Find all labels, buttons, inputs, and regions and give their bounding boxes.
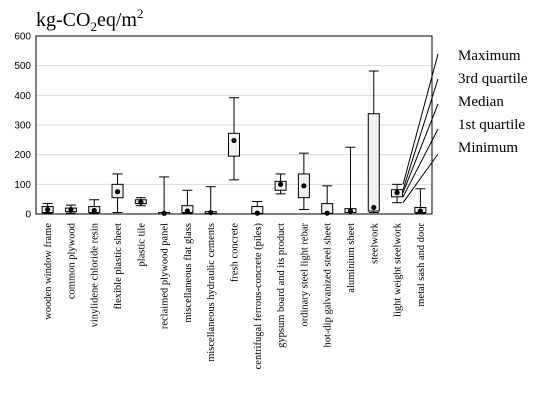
- median-dot: [394, 190, 400, 196]
- median-dot: [231, 137, 237, 144]
- legend: Maximum 3rd quartile Median 1st quartile Min…: [402, 48, 528, 204]
- legend-leader-line: [402, 153, 439, 204]
- box-14: [344, 146, 357, 215]
- median-dot: [277, 181, 284, 187]
- category-label: wooden window frame: [43, 223, 54, 320]
- median-dot: [45, 206, 51, 213]
- median-dot: [91, 207, 97, 214]
- legend-leader-line: [402, 78, 439, 190]
- legend-entry: 3rd quartile: [458, 71, 528, 87]
- box-4: [111, 173, 124, 214]
- unit-base: kg-CO: [36, 9, 90, 31]
- boxes: [41, 70, 427, 217]
- category-label: reclaimed plywood panel: [160, 223, 171, 329]
- category-label: ordinary steel light rebar: [299, 223, 310, 327]
- legend-leader-line: [402, 103, 439, 193]
- median-dot: [254, 210, 260, 216]
- legend-entry: Maximum: [458, 48, 521, 64]
- unit-sub: 2: [90, 19, 97, 34]
- category-label: gypsum board and its product: [276, 223, 287, 348]
- unit-mid: eq/m: [97, 9, 137, 31]
- iqr-box: [228, 132, 240, 157]
- y-tick-label: 500: [14, 61, 31, 72]
- box-6: [158, 176, 171, 217]
- category-label: light weight steelwork: [393, 222, 404, 317]
- box-3: [88, 199, 101, 214]
- unit-label: kg-CO2eq/m2: [36, 6, 143, 34]
- legend-leader-line: [402, 128, 439, 198]
- unit-sup: 2: [137, 6, 144, 21]
- iqr-box: [367, 113, 380, 212]
- median-dot: [138, 199, 144, 205]
- category-label: common plywood: [66, 222, 77, 299]
- median-dot: [417, 208, 423, 214]
- box-17: [414, 188, 427, 214]
- y-axis-ticks: 0 100 200 300 400 500 600: [14, 32, 31, 221]
- box-2: [64, 204, 77, 214]
- median-dot: [184, 208, 191, 214]
- legend-entry: Minimum: [458, 140, 518, 156]
- box-1: [41, 203, 54, 214]
- category-labels: wooden window frame common plywood vinylid…: [43, 222, 427, 369]
- category-label: hot-dip galvanized steel sheet: [323, 223, 334, 348]
- median-dot: [208, 209, 214, 216]
- category-label: miscellaneous flat glass: [183, 223, 194, 323]
- y-tick-label: 600: [14, 32, 31, 43]
- category-label: centrifugal ferrous-concrete (piles): [253, 223, 264, 370]
- box-10: [251, 201, 264, 216]
- median-dot: [301, 183, 307, 189]
- median-dot: [371, 204, 377, 211]
- category-label: vinylidene chloride resin: [90, 222, 101, 327]
- box-13: [321, 185, 334, 216]
- box-11: [274, 173, 287, 195]
- category-label: miscellaneous hydraulic cements: [206, 223, 217, 362]
- y-tick-label: 400: [14, 91, 31, 102]
- legend-entry: Median: [458, 94, 504, 110]
- y-tick-label: 200: [14, 150, 31, 161]
- box-12: [297, 152, 310, 211]
- y-tick-label: 100: [14, 180, 31, 191]
- box-7: [181, 189, 194, 214]
- box-16: [391, 183, 404, 204]
- median-dot: [161, 210, 167, 217]
- legend-leader-line: [402, 53, 439, 185]
- category-label: steelwork: [369, 222, 380, 264]
- category-label: fresh concrete: [230, 223, 241, 283]
- y-tick-label: 300: [14, 121, 31, 132]
- plot-area-frame: [35, 35, 433, 215]
- median-dot: [114, 189, 121, 195]
- legend-entry: 1st quartile: [458, 117, 525, 133]
- y-tick-label: 0: [25, 210, 31, 221]
- box-9: [228, 97, 240, 181]
- category-label: flexible plastic sheet: [113, 223, 124, 309]
- median-dot: [68, 206, 74, 213]
- category-label: aluminium sheet: [346, 223, 357, 293]
- box-15: [367, 70, 380, 214]
- category-label: plastic tile: [136, 223, 147, 267]
- median-dot: [324, 210, 330, 216]
- box-8: [204, 186, 217, 216]
- category-label: metal sash and door: [416, 222, 427, 306]
- box-5: [134, 197, 147, 207]
- median-dot: [347, 208, 354, 214]
